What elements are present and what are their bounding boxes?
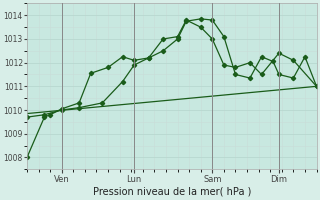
- X-axis label: Pression niveau de la mer( hPa ): Pression niveau de la mer( hPa ): [92, 187, 251, 197]
